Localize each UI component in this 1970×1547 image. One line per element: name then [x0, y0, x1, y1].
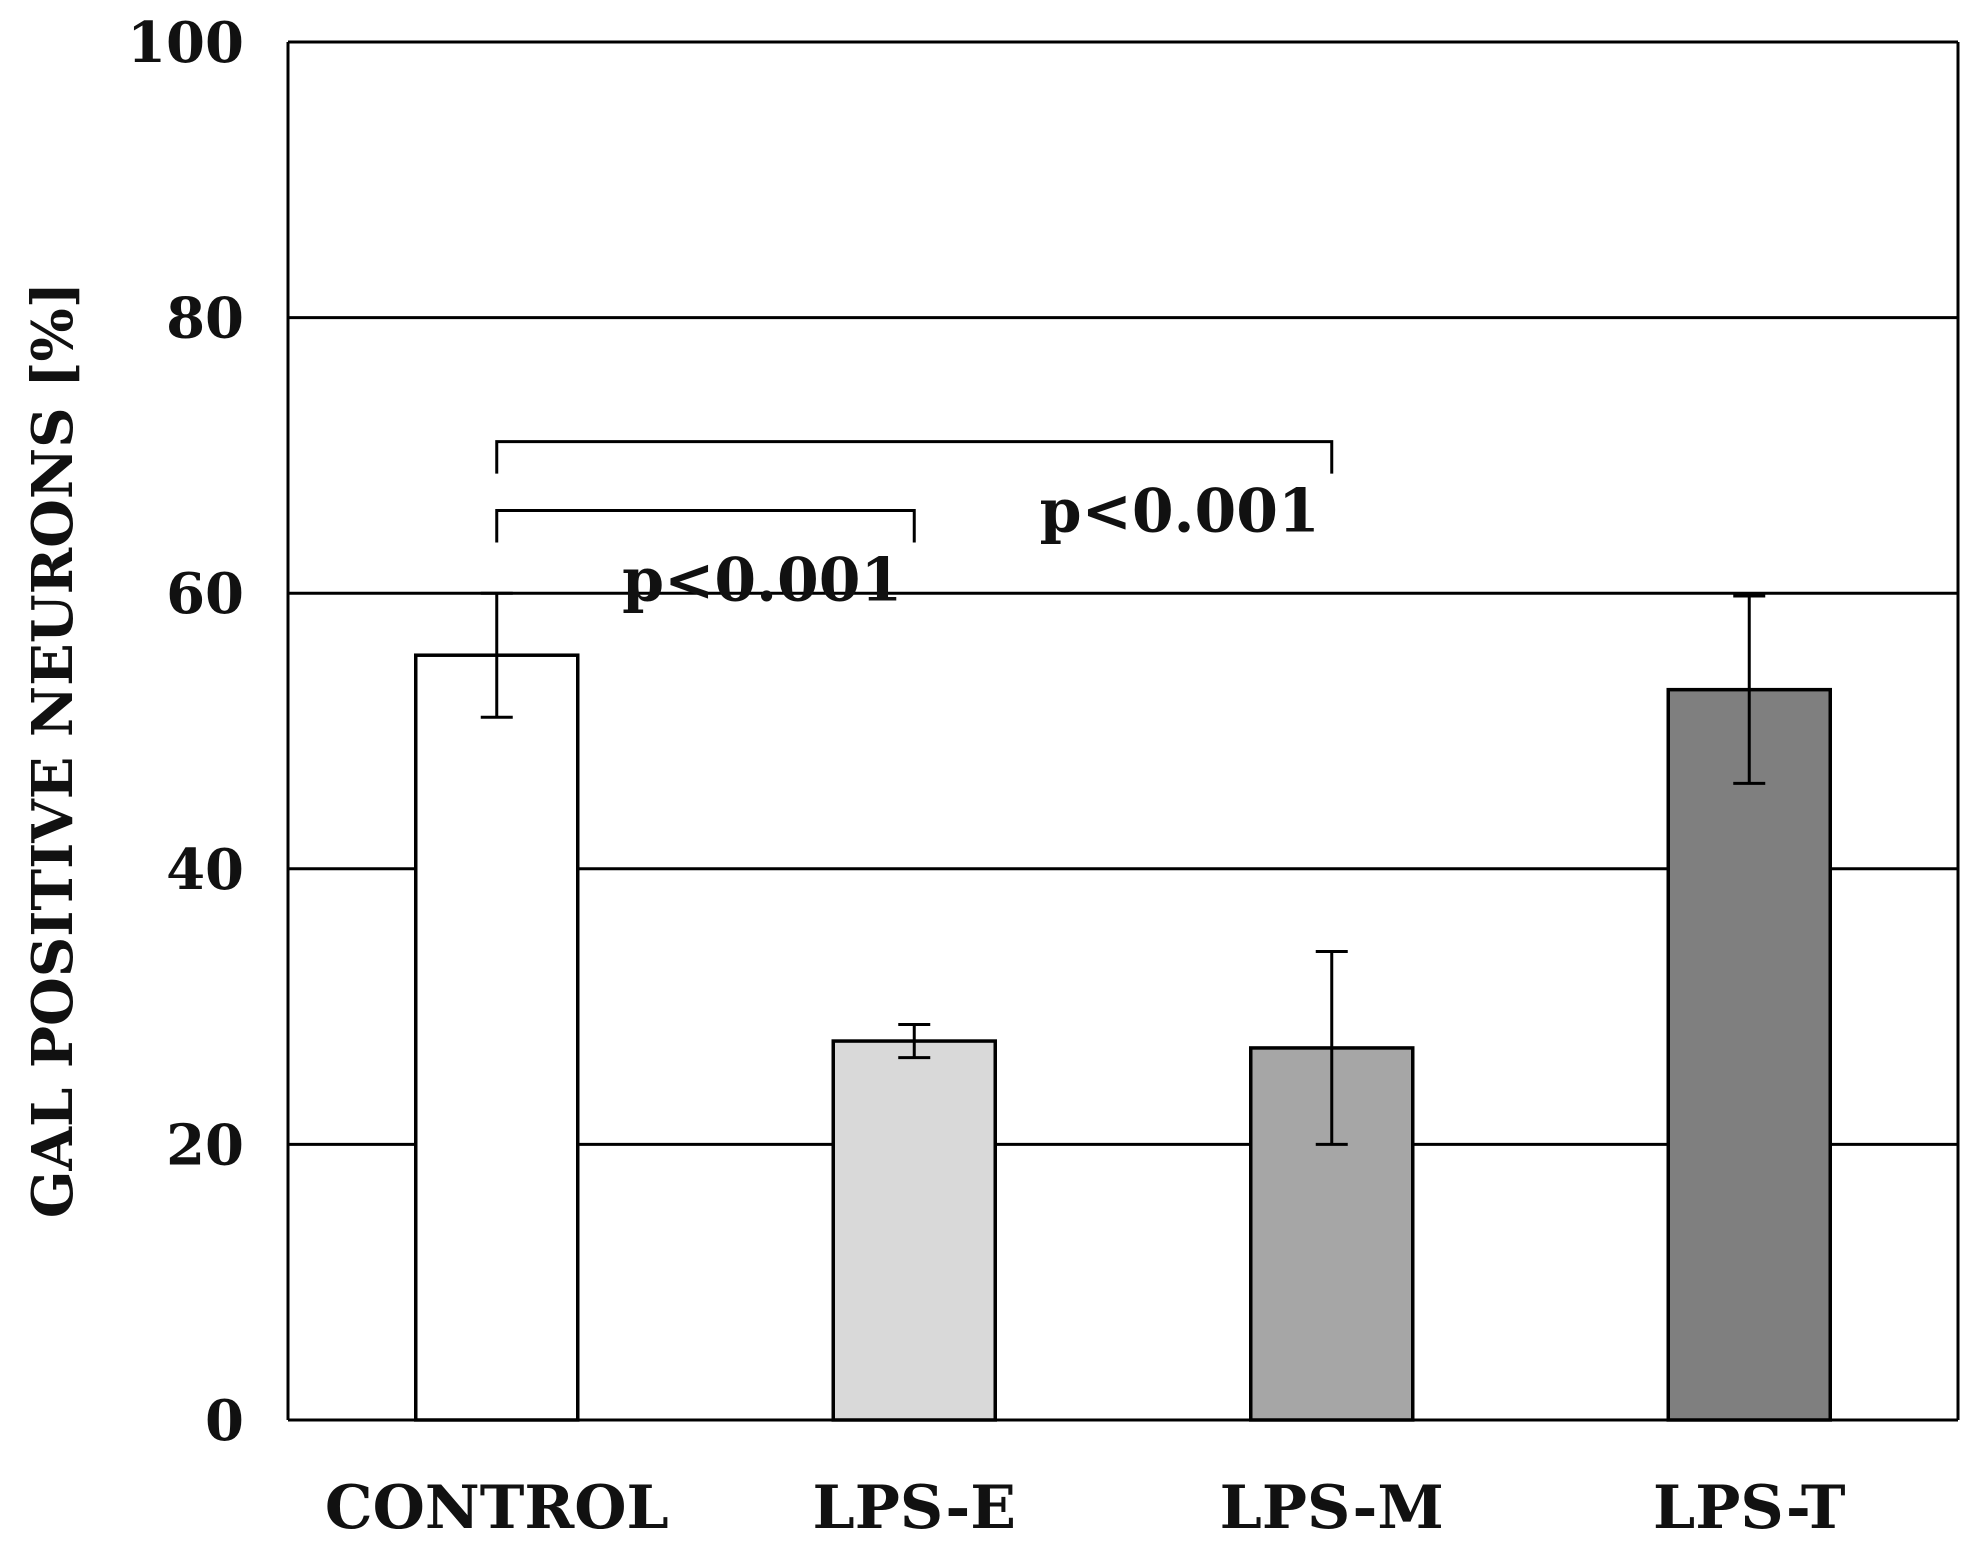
bar-lps-e [831, 1039, 997, 1422]
y-tick-labels: 0 20 40 60 80 100 [127, 10, 244, 1454]
y-tick-label-60: 60 [166, 561, 244, 627]
x-tick-label-lps-m: LPS-M [1220, 1473, 1444, 1543]
y-tick-label-80: 80 [166, 286, 244, 352]
y-tick-label-100: 100 [127, 10, 244, 76]
bars [414, 653, 1832, 1422]
bracket-line [495, 509, 916, 543]
error-bars [480, 591, 1766, 1146]
axes [286, 42, 1960, 1422]
p-value-label: p<0.001 [1040, 477, 1320, 547]
error-bar-lps-e [898, 1023, 931, 1060]
bracket-line [495, 440, 1334, 474]
significance-bracket-2: p<0.001 [495, 440, 1334, 547]
y-tick-label-0: 0 [205, 1388, 244, 1454]
y-tick-label-20: 20 [166, 1112, 244, 1178]
error-bar-lps-m [1315, 949, 1348, 1146]
y-tick-label-40: 40 [166, 837, 244, 903]
x-category-labels: CONTROL LPS-E LPS-M LPS-T [325, 1473, 1846, 1543]
x-tick-label-lps-t: LPS-T [1653, 1473, 1846, 1543]
p-value-label: p<0.001 [622, 546, 902, 616]
x-tick-label-lps-e: LPS-E [813, 1473, 1016, 1543]
x-tick-label-control: CONTROL [325, 1473, 669, 1543]
error-bar-control [480, 591, 513, 719]
significance-bracket-1: p<0.001 [495, 509, 916, 616]
y-axis-label: GAL POSITIVE NEURONS [%] [20, 282, 86, 1219]
bar-lps-t [1666, 687, 1832, 1422]
error-bar-lps-t [1733, 594, 1766, 785]
significance-annotations: p<0.001 p<0.001 [495, 440, 1334, 616]
bar-control [414, 653, 580, 1422]
